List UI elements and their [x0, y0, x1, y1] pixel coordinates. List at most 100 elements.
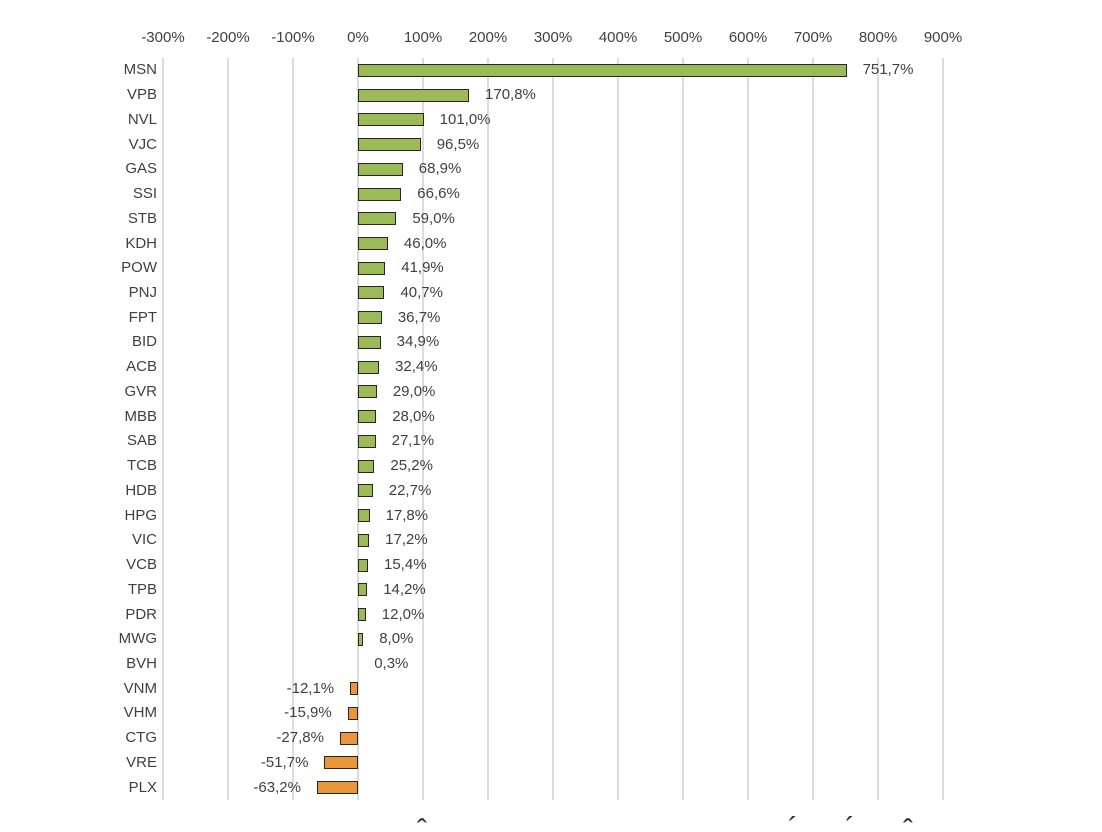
value-label: 32,4%: [395, 358, 438, 376]
value-label: -27,8%: [276, 729, 324, 747]
gridline: [487, 58, 489, 800]
value-label: 28,0%: [392, 407, 435, 425]
category-label: VJC: [128, 135, 157, 153]
category-label: VIC: [131, 531, 157, 549]
category-label: MWG: [118, 630, 157, 648]
category-label: NVL: [127, 110, 157, 128]
bar-vre: [324, 756, 358, 770]
value-label: 101,0%: [439, 110, 491, 128]
category-label: PLX: [128, 778, 157, 796]
category-label: CTG: [125, 729, 157, 747]
category-label: SSI: [132, 185, 157, 203]
x-axis-tick-label: 600%: [728, 29, 768, 46]
gridline: [292, 58, 294, 800]
category-label: HDB: [125, 481, 157, 499]
category-label: ACB: [126, 358, 157, 376]
value-label: 25,2%: [390, 457, 433, 475]
x-axis-tick-label: -100%: [271, 29, 315, 46]
category-label: GAS: [125, 160, 157, 178]
gridline: [552, 58, 554, 800]
category-label: VCB: [126, 556, 157, 574]
x-axis-tick-label: 400%: [598, 29, 638, 46]
value-label: 66,6%: [417, 185, 460, 203]
bar-pnj: [358, 286, 385, 300]
clipped-caption-fragment: ˆ: [417, 814, 427, 832]
category-label: KDH: [125, 234, 157, 252]
gridline: [747, 58, 749, 800]
clipped-caption-fragment: ´: [788, 812, 798, 832]
gridline: [162, 58, 164, 800]
bar-nvl: [358, 113, 424, 127]
category-label: GVR: [124, 382, 157, 400]
bar-vnm: [350, 682, 358, 696]
category-label: VRE: [126, 753, 157, 771]
category-label: BID: [131, 333, 157, 351]
x-axis-tick-label: 900%: [923, 29, 963, 46]
gridline: [942, 58, 944, 800]
bar-hpg: [358, 509, 370, 523]
value-label: -12,1%: [286, 679, 335, 697]
value-label: 59,0%: [412, 209, 455, 227]
bar-fpt: [358, 311, 382, 325]
value-label: 40,7%: [400, 283, 443, 301]
gridline: [617, 58, 619, 800]
x-axis-tick-label: 100%: [403, 29, 443, 46]
value-label: 170,8%: [485, 86, 536, 104]
value-label: 27,1%: [391, 432, 435, 450]
bar-msn: [358, 63, 847, 77]
x-axis-tick-label: 0%: [347, 29, 369, 46]
bar-acb: [358, 360, 380, 374]
category-label: PNJ: [128, 283, 157, 301]
bar-bid: [358, 335, 381, 349]
value-label: -15,9%: [284, 704, 332, 722]
bar-ssi: [358, 187, 402, 201]
value-label: 46,0%: [403, 234, 447, 252]
category-label: BVH: [126, 654, 157, 672]
bar-ctg: [339, 731, 358, 745]
value-label: 68,9%: [418, 160, 462, 178]
value-label: 96,5%: [436, 135, 480, 153]
bar-vpb: [358, 88, 470, 102]
category-label: TCB: [127, 457, 157, 475]
bar-gas: [358, 162, 403, 176]
x-axis-tick-label: 700%: [793, 29, 833, 46]
bar-stb: [358, 212, 397, 226]
clipped-caption-fragment: ˆ: [903, 814, 913, 832]
value-label: 22,7%: [388, 481, 432, 499]
bar-tpb: [358, 583, 368, 597]
value-label: 8,0%: [379, 630, 414, 648]
gridline: [227, 58, 229, 800]
gridline: [812, 58, 814, 800]
value-label: 17,8%: [385, 506, 429, 524]
bar-mwg: [358, 632, 364, 646]
bar-vcb: [358, 558, 368, 572]
bar-hdb: [358, 484, 373, 498]
bar-vic: [358, 533, 370, 547]
category-label: TPB: [127, 580, 157, 598]
bar-mbb: [358, 410, 377, 424]
x-axis-tick-label: -300%: [141, 29, 185, 46]
bar-plx: [316, 781, 358, 795]
value-label: 0,3%: [374, 654, 409, 672]
category-label: VPB: [126, 86, 157, 104]
x-axis-tick-label: -200%: [206, 29, 250, 46]
bar-tcb: [358, 459, 375, 473]
x-axis-tick-label: 500%: [663, 29, 703, 46]
value-label: 751,7%: [862, 61, 914, 79]
x-axis-tick-label: 800%: [858, 29, 898, 46]
category-label: STB: [127, 209, 157, 227]
category-label: FPT: [128, 308, 157, 326]
bar-pdr: [358, 608, 366, 621]
value-label: -63,2%: [253, 778, 301, 796]
value-label: 14,2%: [383, 580, 426, 598]
bar-sab: [358, 434, 376, 448]
category-label: POW: [121, 259, 157, 277]
value-label: 34,9%: [396, 333, 440, 351]
category-label: VNM: [123, 679, 157, 697]
category-label: PDR: [125, 605, 157, 623]
bar-kdh: [358, 237, 388, 250]
value-label: 36,7%: [397, 308, 441, 326]
value-label: 41,9%: [401, 259, 444, 277]
category-label: HPG: [124, 506, 157, 524]
